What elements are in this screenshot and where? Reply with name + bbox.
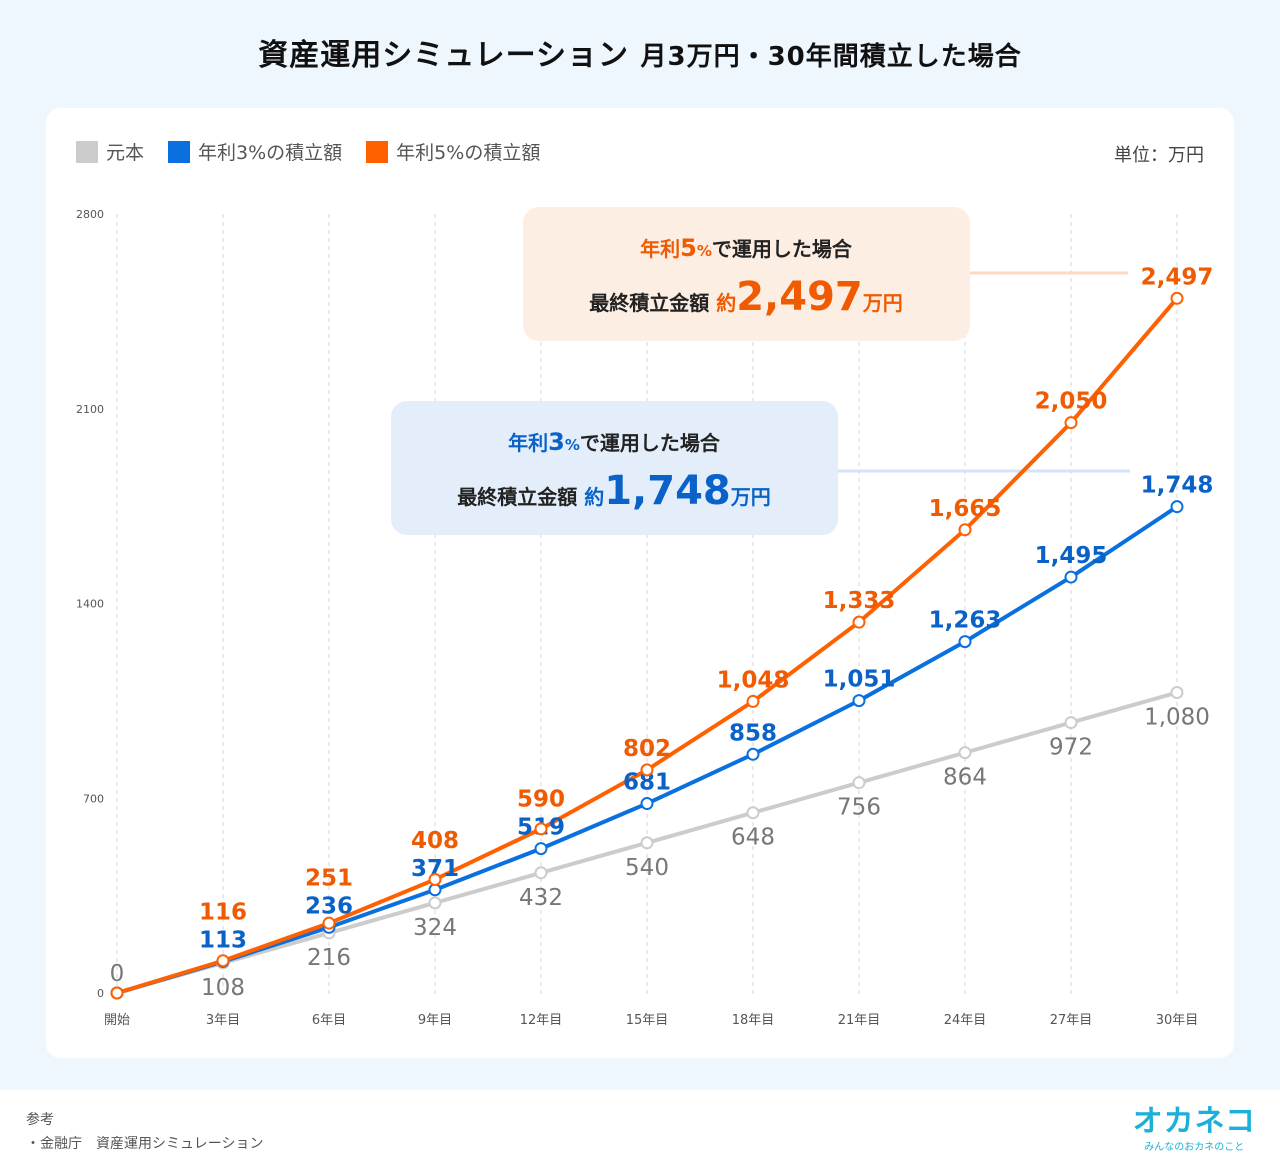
- logo: オカネコ みんなのおカネのこと: [1132, 1104, 1256, 1154]
- callout-5pct-box: [523, 207, 970, 341]
- data-label: 1,048: [717, 667, 790, 693]
- data-label: 1,333: [823, 588, 896, 614]
- callout-3pct-line2: 最終積立金額 約1,748万円: [457, 468, 771, 514]
- data-label: 802: [623, 736, 671, 762]
- data-point: [958, 523, 972, 537]
- data-label: 1,263: [929, 608, 1002, 634]
- data-point: [534, 842, 548, 856]
- legend-label: 年利3%の積立額: [198, 142, 343, 164]
- logo-tagline: みんなのおカネのこと: [1144, 1142, 1245, 1153]
- data-label: 1,665: [929, 496, 1002, 522]
- data-point: [1170, 291, 1184, 305]
- data-label: 113: [199, 928, 247, 954]
- data-point: [746, 806, 760, 820]
- data-point: [322, 916, 336, 930]
- data-label: 648: [731, 825, 775, 851]
- data-label: 432: [519, 885, 563, 911]
- legend-item-5pct: 年利5%の積立額: [366, 138, 540, 165]
- data-point: [428, 896, 442, 910]
- data-point: [746, 694, 760, 708]
- data-point: [110, 986, 124, 1000]
- x-tick-label: 24年目: [944, 1013, 987, 1028]
- title-sub: 月3万円・30年間積立した場合: [640, 42, 1022, 72]
- data-label: 864: [943, 765, 987, 791]
- data-point: [852, 776, 866, 790]
- data-label: 756: [837, 795, 881, 821]
- x-tick-label: 15年目: [626, 1013, 669, 1028]
- title-main: 資産運用シミュレーション: [258, 38, 630, 73]
- y-tick-label: 0: [97, 987, 104, 1000]
- x-tick-label: 27年目: [1050, 1013, 1093, 1028]
- data-point: [1064, 716, 1078, 730]
- chart-svg: 開始 3年目 6年目 9年目 12年目 15年目 18年目 21年目 24年目 27年目 30年目 0…: [76, 207, 1214, 1028]
- legend-label: 元本: [106, 142, 145, 164]
- data-label: 1,495: [1035, 543, 1108, 569]
- data-label: 2,497: [1141, 264, 1214, 290]
- x-tick-label: 21年目: [838, 1013, 881, 1028]
- data-point: [1064, 416, 1078, 430]
- data-point: [1064, 570, 1078, 584]
- reference: 参考 ・金融庁 資産運用シミュレーション: [26, 1108, 263, 1156]
- callout-5pct-line1: 年利5%で運用した場合: [640, 234, 853, 262]
- legend-swatch: [366, 140, 389, 163]
- callout-3pct-line1: 年利3%で運用した場合: [508, 428, 721, 456]
- data-label: 408: [411, 828, 459, 854]
- legend-item-3pct: 年利3%の積立額: [168, 138, 342, 165]
- data-label: 1,080: [1144, 705, 1210, 731]
- callout-5pct-line2: 最終積立金額 約2,497万円: [589, 274, 903, 320]
- data-label: 858: [729, 720, 777, 746]
- x-tick-label: 3年目: [206, 1013, 240, 1028]
- y-tick-label: 2100: [76, 403, 104, 416]
- reference-item: ・金融庁 資産運用シミュレーション: [26, 1136, 264, 1152]
- reference-heading: 参考: [26, 1112, 54, 1128]
- data-label: 216: [307, 945, 351, 971]
- data-label: 0: [110, 961, 125, 987]
- data-label: 590: [517, 787, 565, 813]
- footer: 参考 ・金融庁 資産運用シミュレーション オカネコ みんなのおカネのこと: [0, 1090, 1280, 1168]
- data-label: 116: [199, 900, 247, 926]
- x-tick-label: 9年目: [418, 1013, 452, 1028]
- data-label: 236: [305, 893, 353, 919]
- y-tick-label: 2800: [76, 208, 104, 221]
- data-label: 1,748: [1141, 473, 1214, 499]
- data-label: 2,050: [1035, 389, 1108, 415]
- callout-3pct-box: [391, 401, 838, 535]
- data-point: [428, 872, 442, 886]
- data-point: [640, 797, 654, 811]
- logo-text: オカネコ: [1132, 1104, 1256, 1139]
- legend-swatch: [168, 140, 191, 163]
- data-label: 1,051: [823, 667, 896, 693]
- data-point: [852, 694, 866, 708]
- y-tick-label: 1400: [76, 598, 104, 611]
- legend-swatch: [76, 140, 98, 163]
- data-point: [1170, 500, 1184, 514]
- x-tick-label: 18年目: [732, 1013, 775, 1028]
- x-tick-label: 開始: [104, 1013, 130, 1028]
- legend-item-principal: 元本: [76, 138, 144, 165]
- data-label: 108: [201, 975, 245, 1001]
- data-point: [958, 746, 972, 760]
- unit-label: 単位：万円: [1114, 145, 1204, 166]
- data-label: 251: [305, 865, 353, 891]
- legend: 元本 年利3%の積立額 年利5%の積立額: [76, 138, 540, 165]
- x-tick-label: 12年目: [520, 1013, 563, 1028]
- data-label: 324: [413, 915, 457, 941]
- data-label: 972: [1049, 735, 1093, 761]
- data-label: 540: [625, 855, 669, 881]
- y-tick-label: 700: [83, 792, 104, 805]
- data-point: [746, 747, 760, 761]
- page-title: 資産運用シミュレーション 月3万円・30年間積立した場合: [0, 30, 1280, 74]
- data-point: [216, 954, 230, 968]
- data-point: [534, 822, 548, 836]
- data-point: [1170, 686, 1184, 700]
- data-point: [534, 866, 548, 880]
- legend-label: 年利5%の積立額: [396, 142, 541, 164]
- data-point: [640, 763, 654, 777]
- data-point: [852, 615, 866, 629]
- data-point: [958, 635, 972, 649]
- x-tick-label: 6年目: [312, 1013, 346, 1028]
- data-point: [640, 836, 654, 850]
- x-tick-label: 30年目: [1156, 1013, 1199, 1028]
